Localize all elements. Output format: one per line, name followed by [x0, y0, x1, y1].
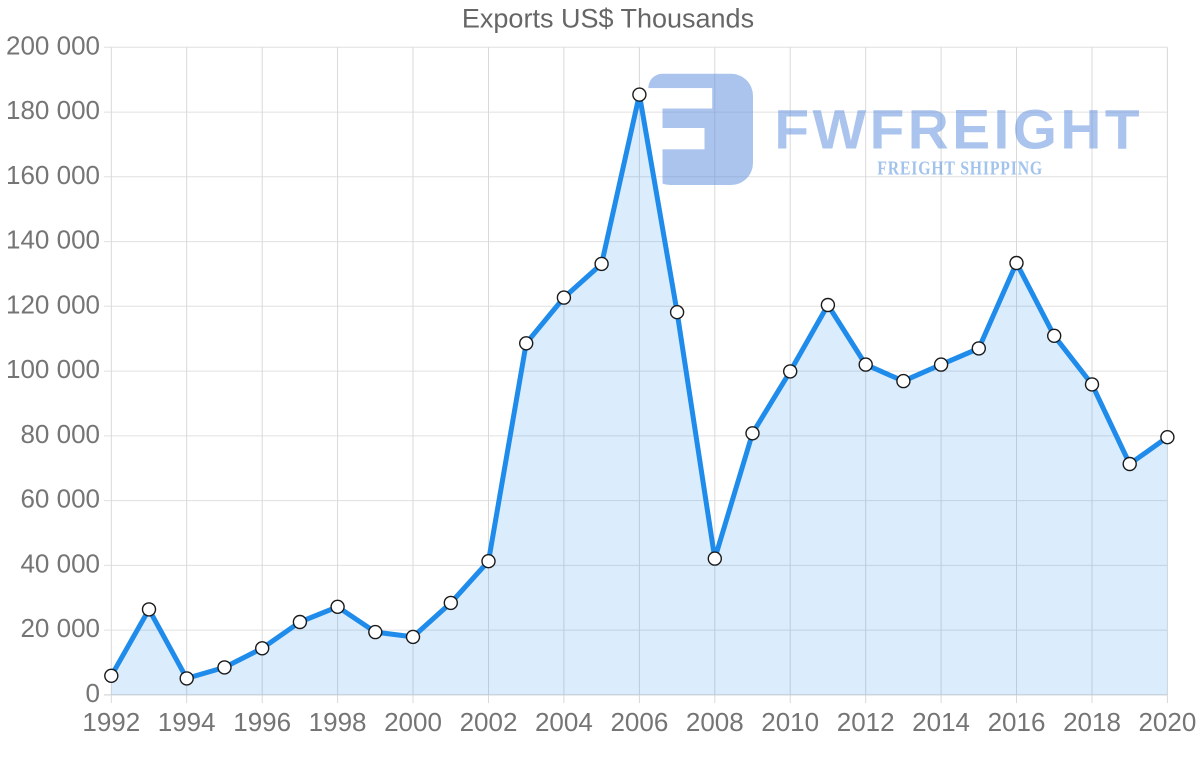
svg-text:2010: 2010	[761, 707, 819, 737]
svg-text:2014: 2014	[912, 707, 970, 737]
svg-text:2018: 2018	[1063, 707, 1121, 737]
svg-text:140 000: 140 000	[6, 225, 100, 255]
svg-text:FREIGHT SHIPPING: FREIGHT SHIPPING	[877, 158, 1043, 180]
svg-text:180 000: 180 000	[6, 95, 100, 125]
svg-text:2002: 2002	[460, 707, 518, 737]
svg-text:2000: 2000	[384, 707, 442, 737]
svg-text:120 000: 120 000	[6, 289, 100, 319]
svg-text:200 000: 200 000	[6, 30, 100, 60]
svg-text:2004: 2004	[535, 707, 593, 737]
svg-text:160 000: 160 000	[6, 160, 100, 190]
svg-text:80 000: 80 000	[20, 419, 100, 449]
svg-text:2016: 2016	[988, 707, 1046, 737]
svg-text:FWFREIGHT: FWFREIGHT	[774, 98, 1143, 161]
svg-text:100 000: 100 000	[6, 354, 100, 384]
svg-text:2008: 2008	[686, 707, 744, 737]
svg-text:2020: 2020	[1138, 707, 1196, 737]
svg-text:20 000: 20 000	[20, 613, 100, 643]
svg-text:Exports US$ Thousands: Exports US$ Thousands	[462, 4, 754, 34]
svg-text:2006: 2006	[610, 707, 668, 737]
svg-text:60 000: 60 000	[20, 484, 100, 514]
svg-text:1992: 1992	[82, 707, 140, 737]
svg-text:1998: 1998	[309, 707, 367, 737]
svg-text:2012: 2012	[837, 707, 895, 737]
svg-text:1994: 1994	[158, 707, 216, 737]
svg-text:1996: 1996	[233, 707, 291, 737]
svg-text:0: 0	[86, 678, 100, 708]
svg-text:40 000: 40 000	[20, 548, 100, 578]
